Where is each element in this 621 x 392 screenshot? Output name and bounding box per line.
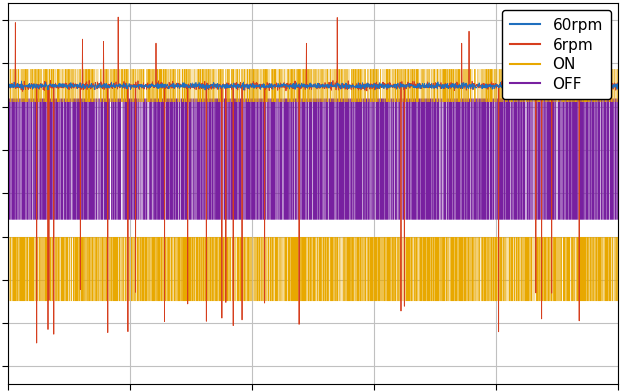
Line: 6rpm: 6rpm	[8, 17, 619, 343]
60rpm	[36, 83, 43, 88]
60rpm	[597, 85, 605, 90]
6rpm	[597, 82, 605, 87]
6rpm	[114, 15, 122, 20]
6rpm	[615, 85, 621, 90]
60rpm	[285, 84, 292, 89]
Line: 60rpm: 60rpm	[8, 81, 619, 91]
60rpm	[301, 84, 309, 89]
6rpm	[33, 341, 40, 345]
60rpm	[597, 82, 605, 86]
6rpm	[486, 83, 493, 88]
60rpm	[555, 88, 563, 93]
Legend: 60rpm, 6rpm, ON, OFF: 60rpm, 6rpm, ON, OFF	[502, 11, 610, 100]
6rpm	[302, 82, 309, 87]
6rpm	[36, 83, 43, 88]
60rpm	[485, 84, 492, 89]
6rpm	[597, 82, 605, 87]
60rpm	[18, 79, 25, 83]
60rpm	[4, 84, 12, 89]
6rpm	[286, 82, 293, 86]
6rpm	[4, 85, 12, 90]
60rpm	[615, 85, 621, 90]
